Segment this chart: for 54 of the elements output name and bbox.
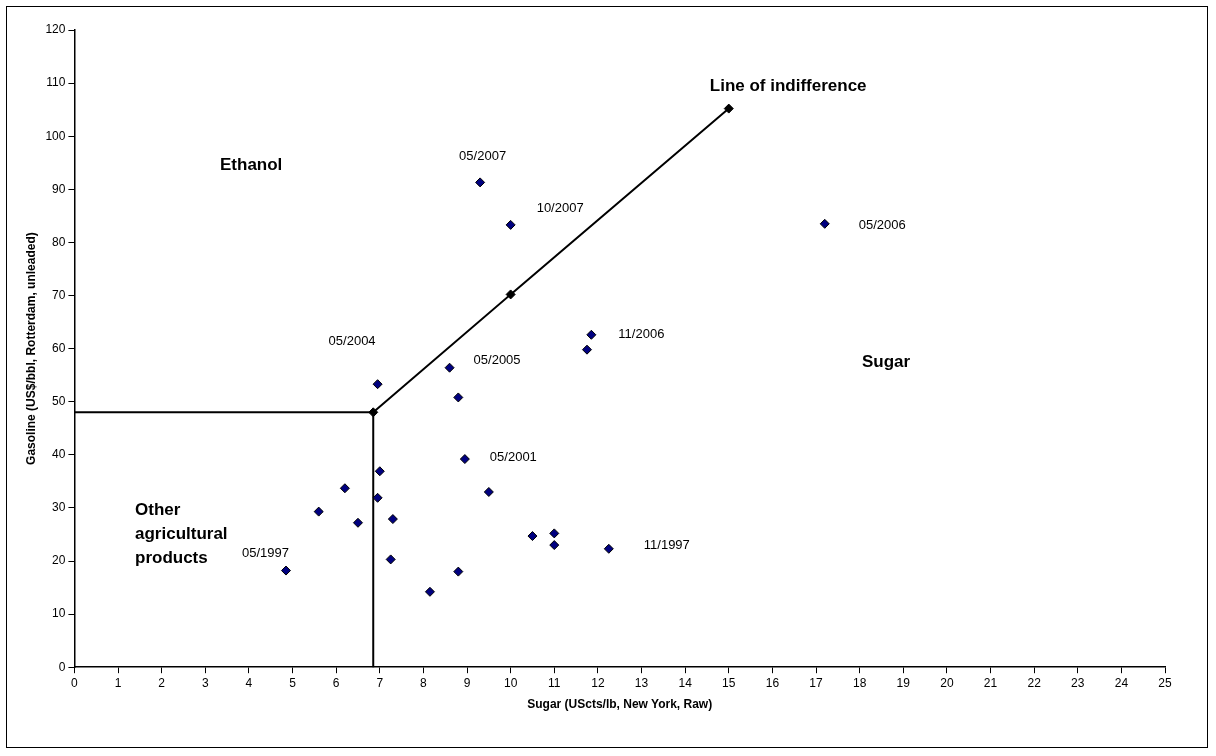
x-tick-label: 17 bbox=[809, 675, 824, 690]
annotation: Ethanol bbox=[220, 154, 283, 174]
annotation: 11/1997 bbox=[643, 537, 690, 553]
x-tick-label: 15 bbox=[722, 675, 736, 690]
x-tick-label: 1 bbox=[114, 675, 122, 690]
y-tick-label: 20 bbox=[52, 553, 66, 568]
x-tick-label: 10 bbox=[503, 675, 518, 690]
x-tick-label: 2 bbox=[158, 675, 166, 690]
annotation: 05/2001 bbox=[489, 448, 537, 464]
y-tick-label: 40 bbox=[52, 447, 66, 462]
annotation: Line of indifference bbox=[709, 76, 867, 96]
y-tick-label: 10 bbox=[52, 606, 66, 621]
x-tick-label: 9 bbox=[463, 675, 471, 690]
x-tick-label: 20 bbox=[940, 675, 954, 690]
x-tick-label: 13 bbox=[634, 675, 649, 690]
y-tick-label: 120 bbox=[45, 22, 66, 37]
y-tick-label: 50 bbox=[52, 394, 66, 409]
y-tick-label: 0 bbox=[58, 659, 66, 674]
annotation: 05/2006 bbox=[858, 217, 906, 233]
x-tick-label: 6 bbox=[332, 675, 340, 690]
x-tick-label: 5 bbox=[289, 675, 297, 690]
x-axis-title: Sugar (UScts/lb, New York, Raw) bbox=[527, 697, 713, 712]
x-tick-label: 14 bbox=[678, 675, 693, 690]
y-tick-label: 60 bbox=[52, 340, 66, 355]
x-tick-label: 21 bbox=[983, 675, 998, 690]
x-tick-label: 24 bbox=[1114, 675, 1129, 690]
y-tick-label: 70 bbox=[52, 287, 66, 302]
x-tick-label: 16 bbox=[765, 675, 780, 690]
y-tick-label: 110 bbox=[46, 75, 66, 90]
annotation: 05/1997 bbox=[241, 545, 289, 561]
annotation: 05/2005 bbox=[473, 352, 521, 368]
y-tick-label: 30 bbox=[52, 500, 66, 515]
annotation: Other agricultural products bbox=[135, 499, 228, 567]
annotation: 11/2006 bbox=[618, 326, 665, 342]
x-tick-label: 23 bbox=[1071, 675, 1085, 690]
y-tick-label: 90 bbox=[52, 181, 66, 196]
x-tick-label: 8 bbox=[420, 675, 428, 690]
y-tick-label: 80 bbox=[52, 234, 66, 249]
x-tick-label: 0 bbox=[71, 675, 79, 690]
x-tick-label: 25 bbox=[1158, 675, 1172, 690]
annotation: 10/2007 bbox=[536, 200, 584, 216]
x-tick-label: 22 bbox=[1027, 675, 1042, 690]
x-tick-label: 18 bbox=[852, 675, 867, 690]
y-axis-title: Gasoline (US$/bbl, Rotterdam, unleaded) bbox=[23, 232, 38, 465]
annotation: 05/2004 bbox=[328, 332, 376, 348]
x-tick-label: 7 bbox=[376, 675, 384, 690]
y-tick-label: 100 bbox=[45, 128, 66, 143]
annotation: Sugar bbox=[862, 351, 911, 371]
x-tick-label: 12 bbox=[591, 675, 605, 690]
x-tick-label: 3 bbox=[201, 675, 209, 690]
annotation: 05/2007 bbox=[459, 147, 507, 163]
x-tick-label: 19 bbox=[896, 675, 911, 690]
x-tick-label: 11 bbox=[548, 675, 561, 690]
x-tick-label: 4 bbox=[245, 675, 253, 690]
